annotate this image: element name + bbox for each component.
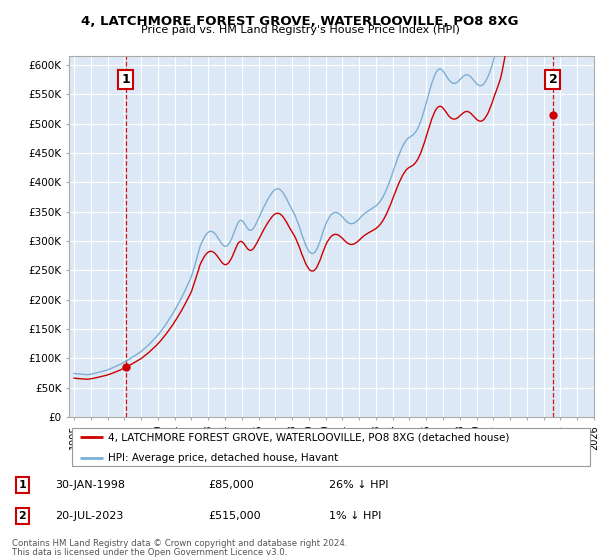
Text: £85,000: £85,000 [208, 480, 254, 490]
Text: 1: 1 [19, 480, 26, 490]
Text: Contains HM Land Registry data © Crown copyright and database right 2024.: Contains HM Land Registry data © Crown c… [12, 539, 347, 548]
Text: 26% ↓ HPI: 26% ↓ HPI [329, 480, 388, 490]
Text: 1: 1 [121, 73, 130, 86]
Text: Price paid vs. HM Land Registry's House Price Index (HPI): Price paid vs. HM Land Registry's House … [140, 25, 460, 35]
Text: £515,000: £515,000 [208, 511, 260, 521]
Text: 4, LATCHMORE FOREST GROVE, WATERLOOVILLE, PO8 8XG (detached house): 4, LATCHMORE FOREST GROVE, WATERLOOVILLE… [109, 432, 510, 442]
Text: 1% ↓ HPI: 1% ↓ HPI [329, 511, 381, 521]
FancyBboxPatch shape [71, 428, 590, 465]
Text: HPI: Average price, detached house, Havant: HPI: Average price, detached house, Hava… [109, 454, 338, 463]
Text: 20-JUL-2023: 20-JUL-2023 [55, 511, 124, 521]
Text: 2: 2 [548, 73, 557, 86]
Text: 2: 2 [19, 511, 26, 521]
Text: 30-JAN-1998: 30-JAN-1998 [55, 480, 125, 490]
Text: 4, LATCHMORE FOREST GROVE, WATERLOOVILLE, PO8 8XG: 4, LATCHMORE FOREST GROVE, WATERLOOVILLE… [81, 15, 519, 27]
Text: This data is licensed under the Open Government Licence v3.0.: This data is licensed under the Open Gov… [12, 548, 287, 557]
